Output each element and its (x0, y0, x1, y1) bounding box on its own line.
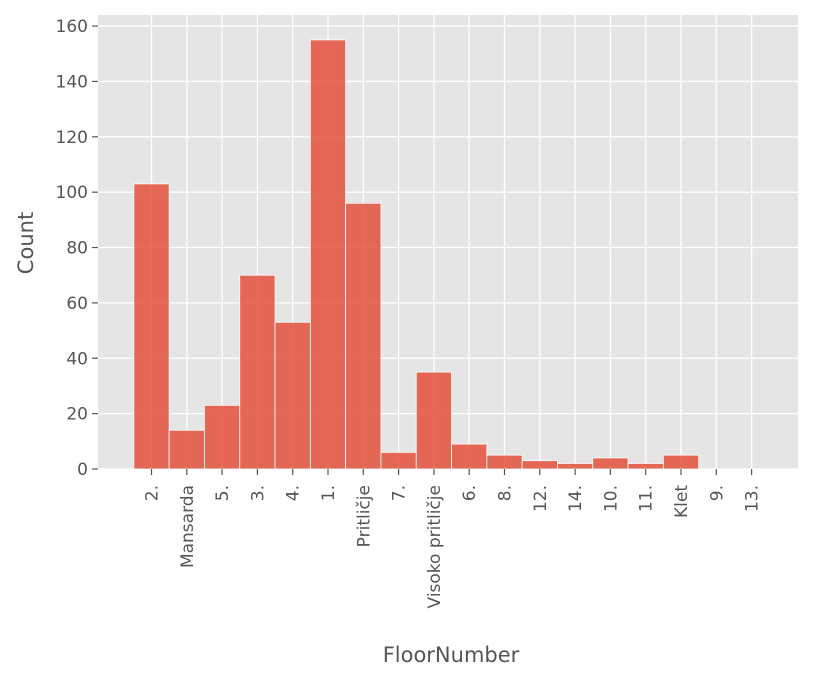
y-axis-ticks: 0 20 40 60 80 100 120 140 160 (56, 17, 98, 480)
y-tick-label: 160 (56, 17, 88, 37)
x-axis-label: FloorNumber (383, 643, 520, 667)
x-tick-label: 12. (531, 485, 551, 512)
x-tick-label: 3. (248, 485, 268, 501)
bar (168, 429, 205, 470)
bar (627, 463, 664, 470)
y-tick-label: 100 (56, 183, 88, 203)
bars (133, 39, 700, 470)
bar (380, 451, 417, 470)
y-tick-label: 140 (56, 72, 88, 92)
x-tick-label: 7. (390, 485, 410, 501)
x-tick-label: 11. (637, 485, 657, 512)
x-tick-label: 1. (319, 485, 339, 501)
x-tick-label: 2. (143, 485, 163, 501)
bar (451, 443, 488, 470)
y-tick-label: 60 (66, 294, 88, 314)
y-tick-label: 40 (66, 349, 88, 369)
x-tick-label: 6. (460, 485, 480, 501)
x-tick-label: 8. (496, 485, 516, 501)
x-tick-label: Visoko pritličje (425, 485, 445, 608)
bar (204, 404, 241, 470)
bar (557, 463, 594, 470)
x-tick-label: 13. (743, 485, 763, 512)
bar (309, 39, 347, 470)
bar (239, 274, 276, 470)
y-tick-label: 0 (77, 460, 88, 480)
x-tick-label: Mansarda (178, 485, 198, 568)
bar (592, 457, 629, 470)
x-tick-label: 14. (566, 485, 586, 512)
y-tick-label: 80 (66, 239, 88, 259)
bar (662, 454, 700, 470)
bar (486, 454, 523, 470)
x-axis-ticks: 2. Mansarda 5. 3. 4. 1. Pritličje 7. Visoko prit… (143, 469, 763, 608)
bar (415, 371, 452, 470)
y-tick-label: 120 (56, 128, 88, 148)
bar (345, 202, 382, 470)
bar (521, 460, 558, 470)
x-tick-label: 4. (284, 485, 304, 501)
y-axis-label: Count (14, 212, 38, 274)
y-tick-label: 20 (66, 405, 88, 425)
x-tick-label: 10. (601, 485, 621, 512)
x-tick-label: Pritličje (354, 485, 374, 547)
x-tick-label: 9. (707, 485, 727, 501)
x-tick-label: Klet (672, 485, 692, 518)
bar (133, 183, 170, 470)
bar (274, 321, 311, 470)
x-tick-label: 5. (213, 485, 233, 501)
